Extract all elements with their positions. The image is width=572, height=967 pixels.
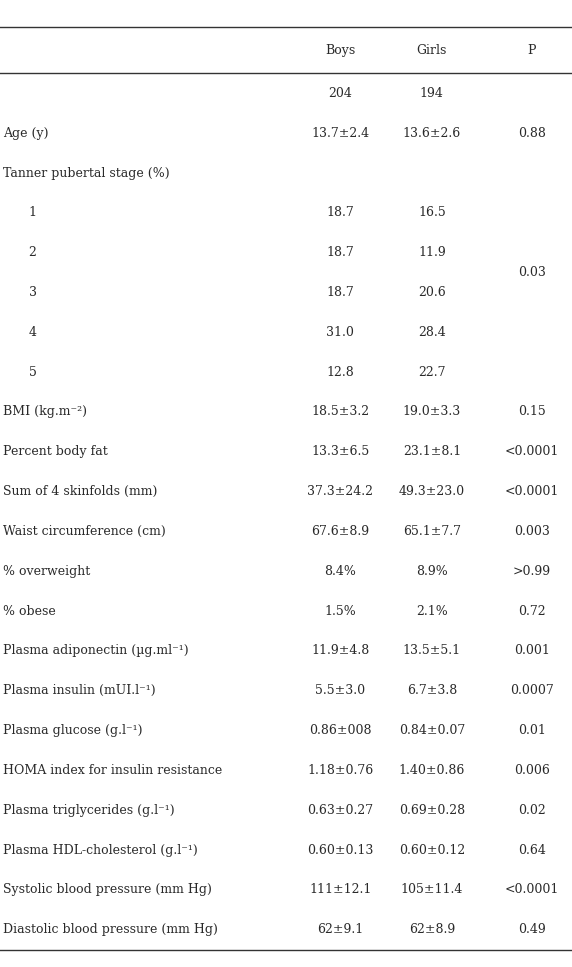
Text: Boys: Boys bbox=[325, 44, 355, 57]
Text: 49.3±23.0: 49.3±23.0 bbox=[399, 485, 465, 498]
Text: 0.72: 0.72 bbox=[518, 604, 546, 618]
Text: 0.01: 0.01 bbox=[518, 724, 546, 737]
Text: Plasma HDL-cholesterol (g.l⁻¹): Plasma HDL-cholesterol (g.l⁻¹) bbox=[3, 843, 197, 857]
Text: 28.4: 28.4 bbox=[418, 326, 446, 338]
Text: 12.8: 12.8 bbox=[327, 366, 354, 379]
Text: 105±11.4: 105±11.4 bbox=[400, 884, 463, 896]
Text: Plasma adiponectin (µg.ml⁻¹): Plasma adiponectin (µg.ml⁻¹) bbox=[3, 644, 189, 658]
Text: 0.03: 0.03 bbox=[518, 266, 546, 279]
Text: 0.63±0.27: 0.63±0.27 bbox=[307, 804, 374, 817]
Text: Systolic blood pressure (mm Hg): Systolic blood pressure (mm Hg) bbox=[3, 884, 212, 896]
Text: 18.7: 18.7 bbox=[327, 247, 354, 259]
Text: 11.9±4.8: 11.9±4.8 bbox=[311, 644, 370, 658]
Text: 0.15: 0.15 bbox=[518, 405, 546, 419]
Text: Sum of 4 skinfolds (mm): Sum of 4 skinfolds (mm) bbox=[3, 485, 157, 498]
Text: 0.60±0.12: 0.60±0.12 bbox=[399, 843, 465, 857]
Text: Plasma insulin (mUI.l⁻¹): Plasma insulin (mUI.l⁻¹) bbox=[3, 685, 156, 697]
Text: Girls: Girls bbox=[416, 44, 447, 57]
Text: 0.69±0.28: 0.69±0.28 bbox=[399, 804, 465, 817]
Text: 0.003: 0.003 bbox=[514, 525, 550, 538]
Text: Plasma triglycerides (g.l⁻¹): Plasma triglycerides (g.l⁻¹) bbox=[3, 804, 174, 817]
Text: 5: 5 bbox=[29, 366, 37, 379]
Text: 0.60±0.13: 0.60±0.13 bbox=[307, 843, 374, 857]
Text: Waist circumference (cm): Waist circumference (cm) bbox=[3, 525, 166, 538]
Text: 0.49: 0.49 bbox=[518, 923, 546, 936]
Text: 1: 1 bbox=[29, 206, 37, 220]
Text: 18.5±3.2: 18.5±3.2 bbox=[311, 405, 370, 419]
Text: 0.001: 0.001 bbox=[514, 644, 550, 658]
Text: 37.3±24.2: 37.3±24.2 bbox=[307, 485, 374, 498]
Text: <0.0001: <0.0001 bbox=[505, 446, 559, 458]
Text: BMI (kg.m⁻²): BMI (kg.m⁻²) bbox=[3, 405, 87, 419]
Text: 0.64: 0.64 bbox=[518, 843, 546, 857]
Text: Age (y): Age (y) bbox=[3, 127, 49, 139]
Text: 13.6±2.6: 13.6±2.6 bbox=[403, 127, 461, 139]
Text: 62±8.9: 62±8.9 bbox=[409, 923, 455, 936]
Text: 1.5%: 1.5% bbox=[324, 604, 356, 618]
Text: 0.0007: 0.0007 bbox=[510, 685, 554, 697]
Text: 0.88: 0.88 bbox=[518, 127, 546, 139]
Text: 62±9.1: 62±9.1 bbox=[317, 923, 363, 936]
Text: <0.0001: <0.0001 bbox=[505, 884, 559, 896]
Text: <0.0001: <0.0001 bbox=[505, 485, 559, 498]
Text: 0.02: 0.02 bbox=[518, 804, 546, 817]
Text: 18.7: 18.7 bbox=[327, 286, 354, 299]
Text: % overweight: % overweight bbox=[3, 565, 90, 577]
Text: 23.1±8.1: 23.1±8.1 bbox=[403, 446, 461, 458]
Text: 8.9%: 8.9% bbox=[416, 565, 448, 577]
Text: 13.3±6.5: 13.3±6.5 bbox=[311, 446, 370, 458]
Text: 18.7: 18.7 bbox=[327, 206, 354, 220]
Text: 194: 194 bbox=[420, 87, 444, 100]
Text: 1.40±0.86: 1.40±0.86 bbox=[399, 764, 465, 777]
Text: 13.5±5.1: 13.5±5.1 bbox=[403, 644, 461, 658]
Text: 111±12.1: 111±12.1 bbox=[309, 884, 372, 896]
Text: 3: 3 bbox=[29, 286, 37, 299]
Text: 0.006: 0.006 bbox=[514, 764, 550, 777]
Text: 31.0: 31.0 bbox=[327, 326, 354, 338]
Text: % obese: % obese bbox=[3, 604, 55, 618]
Text: 6.7±3.8: 6.7±3.8 bbox=[407, 685, 457, 697]
Text: 2.1%: 2.1% bbox=[416, 604, 448, 618]
Text: 204: 204 bbox=[328, 87, 352, 100]
Text: 13.7±2.4: 13.7±2.4 bbox=[311, 127, 370, 139]
Text: 1.18±0.76: 1.18±0.76 bbox=[307, 764, 374, 777]
Text: 65.1±7.7: 65.1±7.7 bbox=[403, 525, 461, 538]
Text: 19.0±3.3: 19.0±3.3 bbox=[403, 405, 461, 419]
Text: 11.9: 11.9 bbox=[418, 247, 446, 259]
Text: 4: 4 bbox=[29, 326, 37, 338]
Text: P: P bbox=[528, 44, 536, 57]
Text: 2: 2 bbox=[29, 247, 37, 259]
Text: Diastolic blood pressure (mm Hg): Diastolic blood pressure (mm Hg) bbox=[3, 923, 218, 936]
Text: 5.5±3.0: 5.5±3.0 bbox=[315, 685, 366, 697]
Text: 8.4%: 8.4% bbox=[324, 565, 356, 577]
Text: 16.5: 16.5 bbox=[418, 206, 446, 220]
Text: Plasma glucose (g.l⁻¹): Plasma glucose (g.l⁻¹) bbox=[3, 724, 142, 737]
Text: Tanner pubertal stage (%): Tanner pubertal stage (%) bbox=[3, 166, 169, 180]
Text: HOMA index for insulin resistance: HOMA index for insulin resistance bbox=[3, 764, 222, 777]
Text: 0.86±008: 0.86±008 bbox=[309, 724, 372, 737]
Text: 22.7: 22.7 bbox=[418, 366, 446, 379]
Text: 20.6: 20.6 bbox=[418, 286, 446, 299]
Text: 67.6±8.9: 67.6±8.9 bbox=[311, 525, 370, 538]
Text: 0.84±0.07: 0.84±0.07 bbox=[399, 724, 465, 737]
Text: Percent body fat: Percent body fat bbox=[3, 446, 108, 458]
Text: >0.99: >0.99 bbox=[513, 565, 551, 577]
